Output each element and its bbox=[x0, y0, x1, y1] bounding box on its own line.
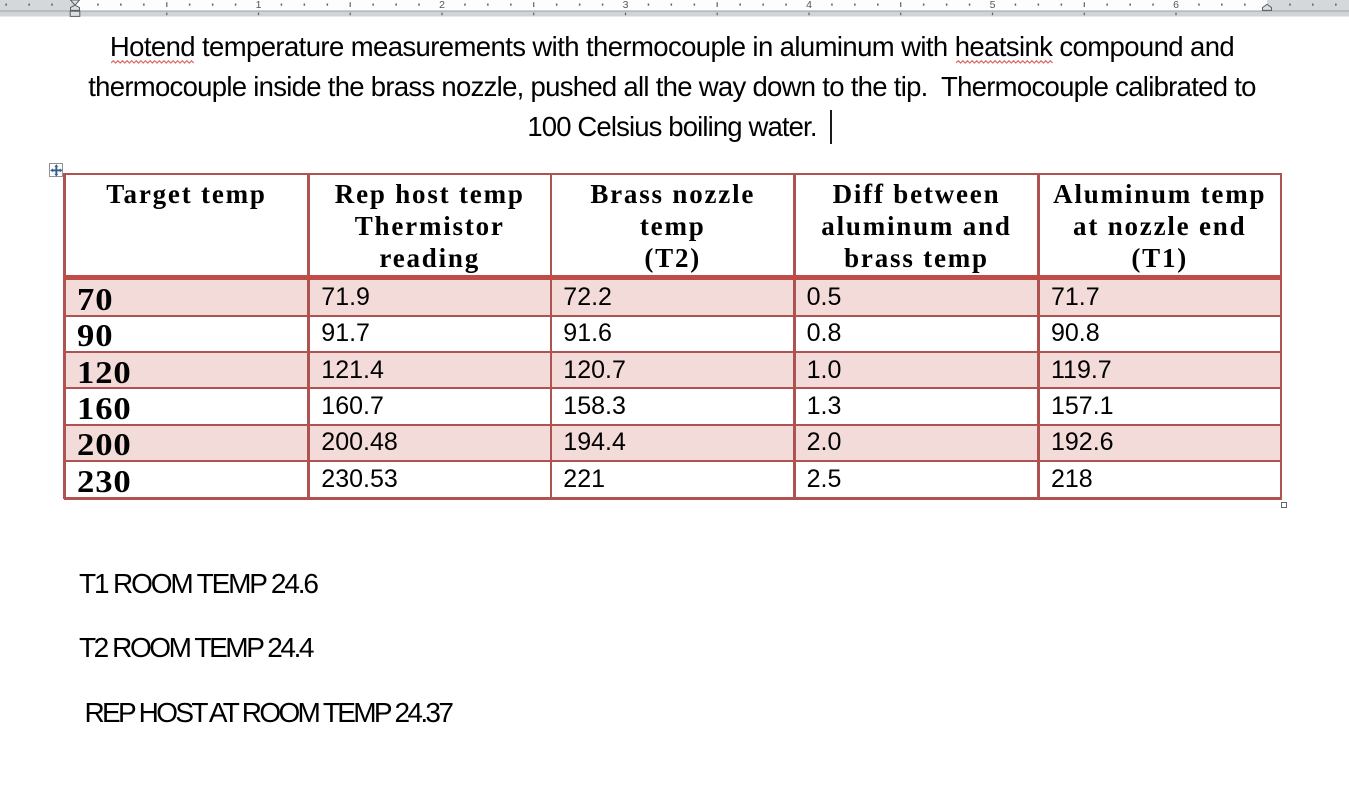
svg-text:1: 1 bbox=[256, 0, 262, 11]
svg-text:2: 2 bbox=[439, 0, 445, 11]
svg-text:4: 4 bbox=[806, 0, 812, 11]
svg-text:5: 5 bbox=[990, 0, 996, 11]
svg-text:6: 6 bbox=[1173, 0, 1179, 11]
svg-text:3: 3 bbox=[623, 0, 629, 11]
